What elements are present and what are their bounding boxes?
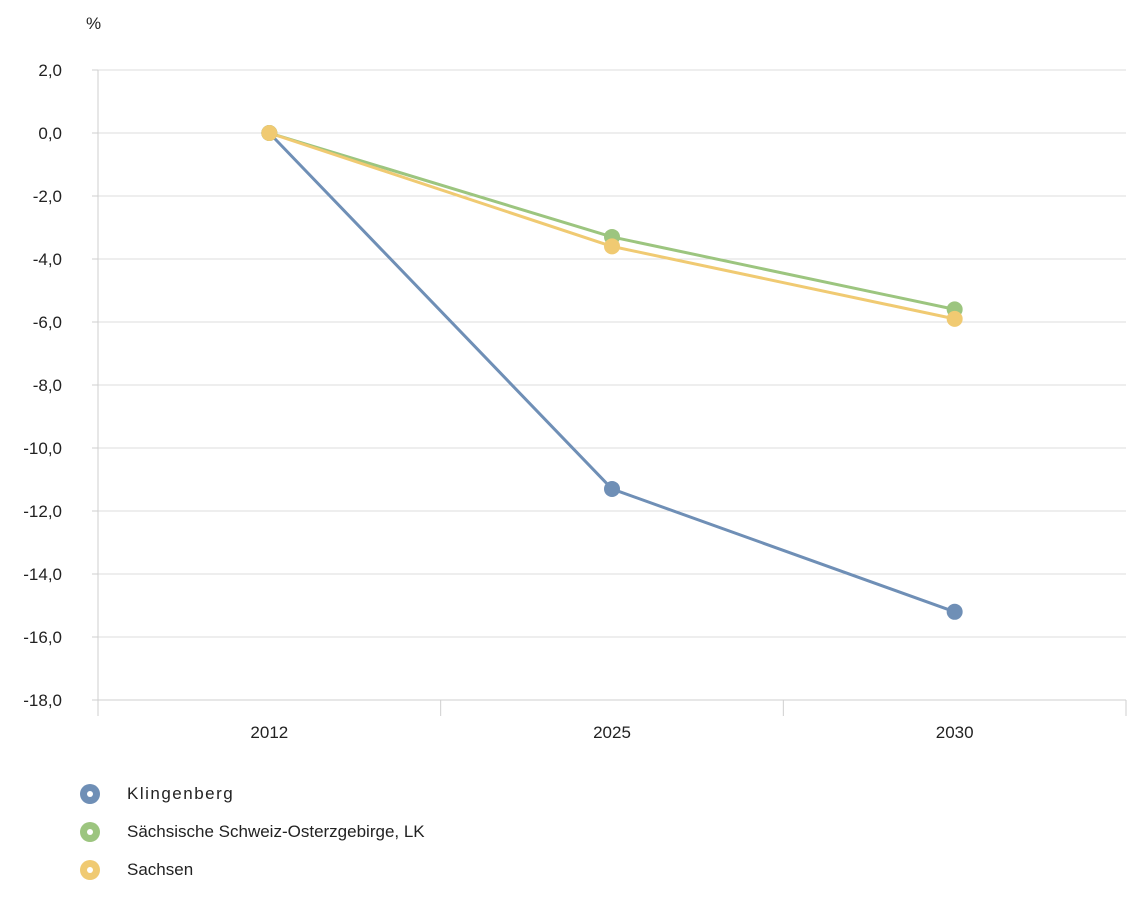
y-tick-label: -2,0 — [33, 187, 62, 206]
x-tick-label: 2030 — [936, 723, 974, 742]
series-line-2 — [267, 131, 957, 311]
legend: Klingenberg Sächsische Schweiz-Osterzgeb… — [80, 784, 425, 898]
y-unit-label: % — [86, 14, 101, 33]
legend-marker-icon — [80, 822, 100, 842]
y-tick-label: 2,0 — [38, 61, 62, 80]
x-tick-label: 2012 — [250, 723, 288, 742]
y-tick-label: -16,0 — [23, 628, 62, 647]
legend-label: Klingenberg — [127, 784, 235, 803]
data-points — [261, 125, 963, 620]
y-tick-label: -18,0 — [23, 691, 62, 710]
y-tick-label: -8,0 — [33, 376, 62, 395]
legend-label: Sächsische Schweiz-Osterzgebirge, LK — [127, 822, 425, 841]
y-tick-label: 0,0 — [38, 124, 62, 143]
legend-item-klingenberg[interactable]: Klingenberg — [80, 784, 425, 804]
series-lines — [267, 131, 957, 614]
axes — [92, 69, 1127, 716]
x-tick-label: 2025 — [593, 723, 631, 742]
legend-marker-icon — [80, 784, 100, 804]
legend-marker-icon — [80, 860, 100, 880]
axis-labels: 2,0 0,0 -2,0 -4,0 -6,0 -8,0 -10,0 -12,0 -14,0 -16… — [23, 14, 973, 742]
data-point-series-3 — [604, 238, 620, 255]
y-tick-label: -10,0 — [23, 439, 62, 458]
legend-item-sachsen[interactable]: Sachsen — [80, 860, 425, 880]
legend-label: Sachsen — [127, 860, 194, 879]
series-line-1 — [267, 131, 957, 614]
y-tick-label: -4,0 — [33, 250, 62, 269]
data-point-series-1 — [946, 603, 963, 620]
legend-item-saechsische-schweiz-osterzgebirge[interactable]: Sächsische Schweiz-Osterzgebirge, LK — [80, 822, 425, 842]
data-point-series-3 — [261, 125, 278, 141]
y-tick-label: -6,0 — [33, 313, 62, 332]
data-point-series-1 — [604, 480, 620, 497]
data-point-series-3 — [946, 310, 963, 327]
grid-lines — [98, 69, 1126, 701]
y-tick-label: -14,0 — [23, 565, 62, 584]
y-tick-label: -12,0 — [23, 502, 62, 521]
series-line-3 — [267, 131, 957, 321]
